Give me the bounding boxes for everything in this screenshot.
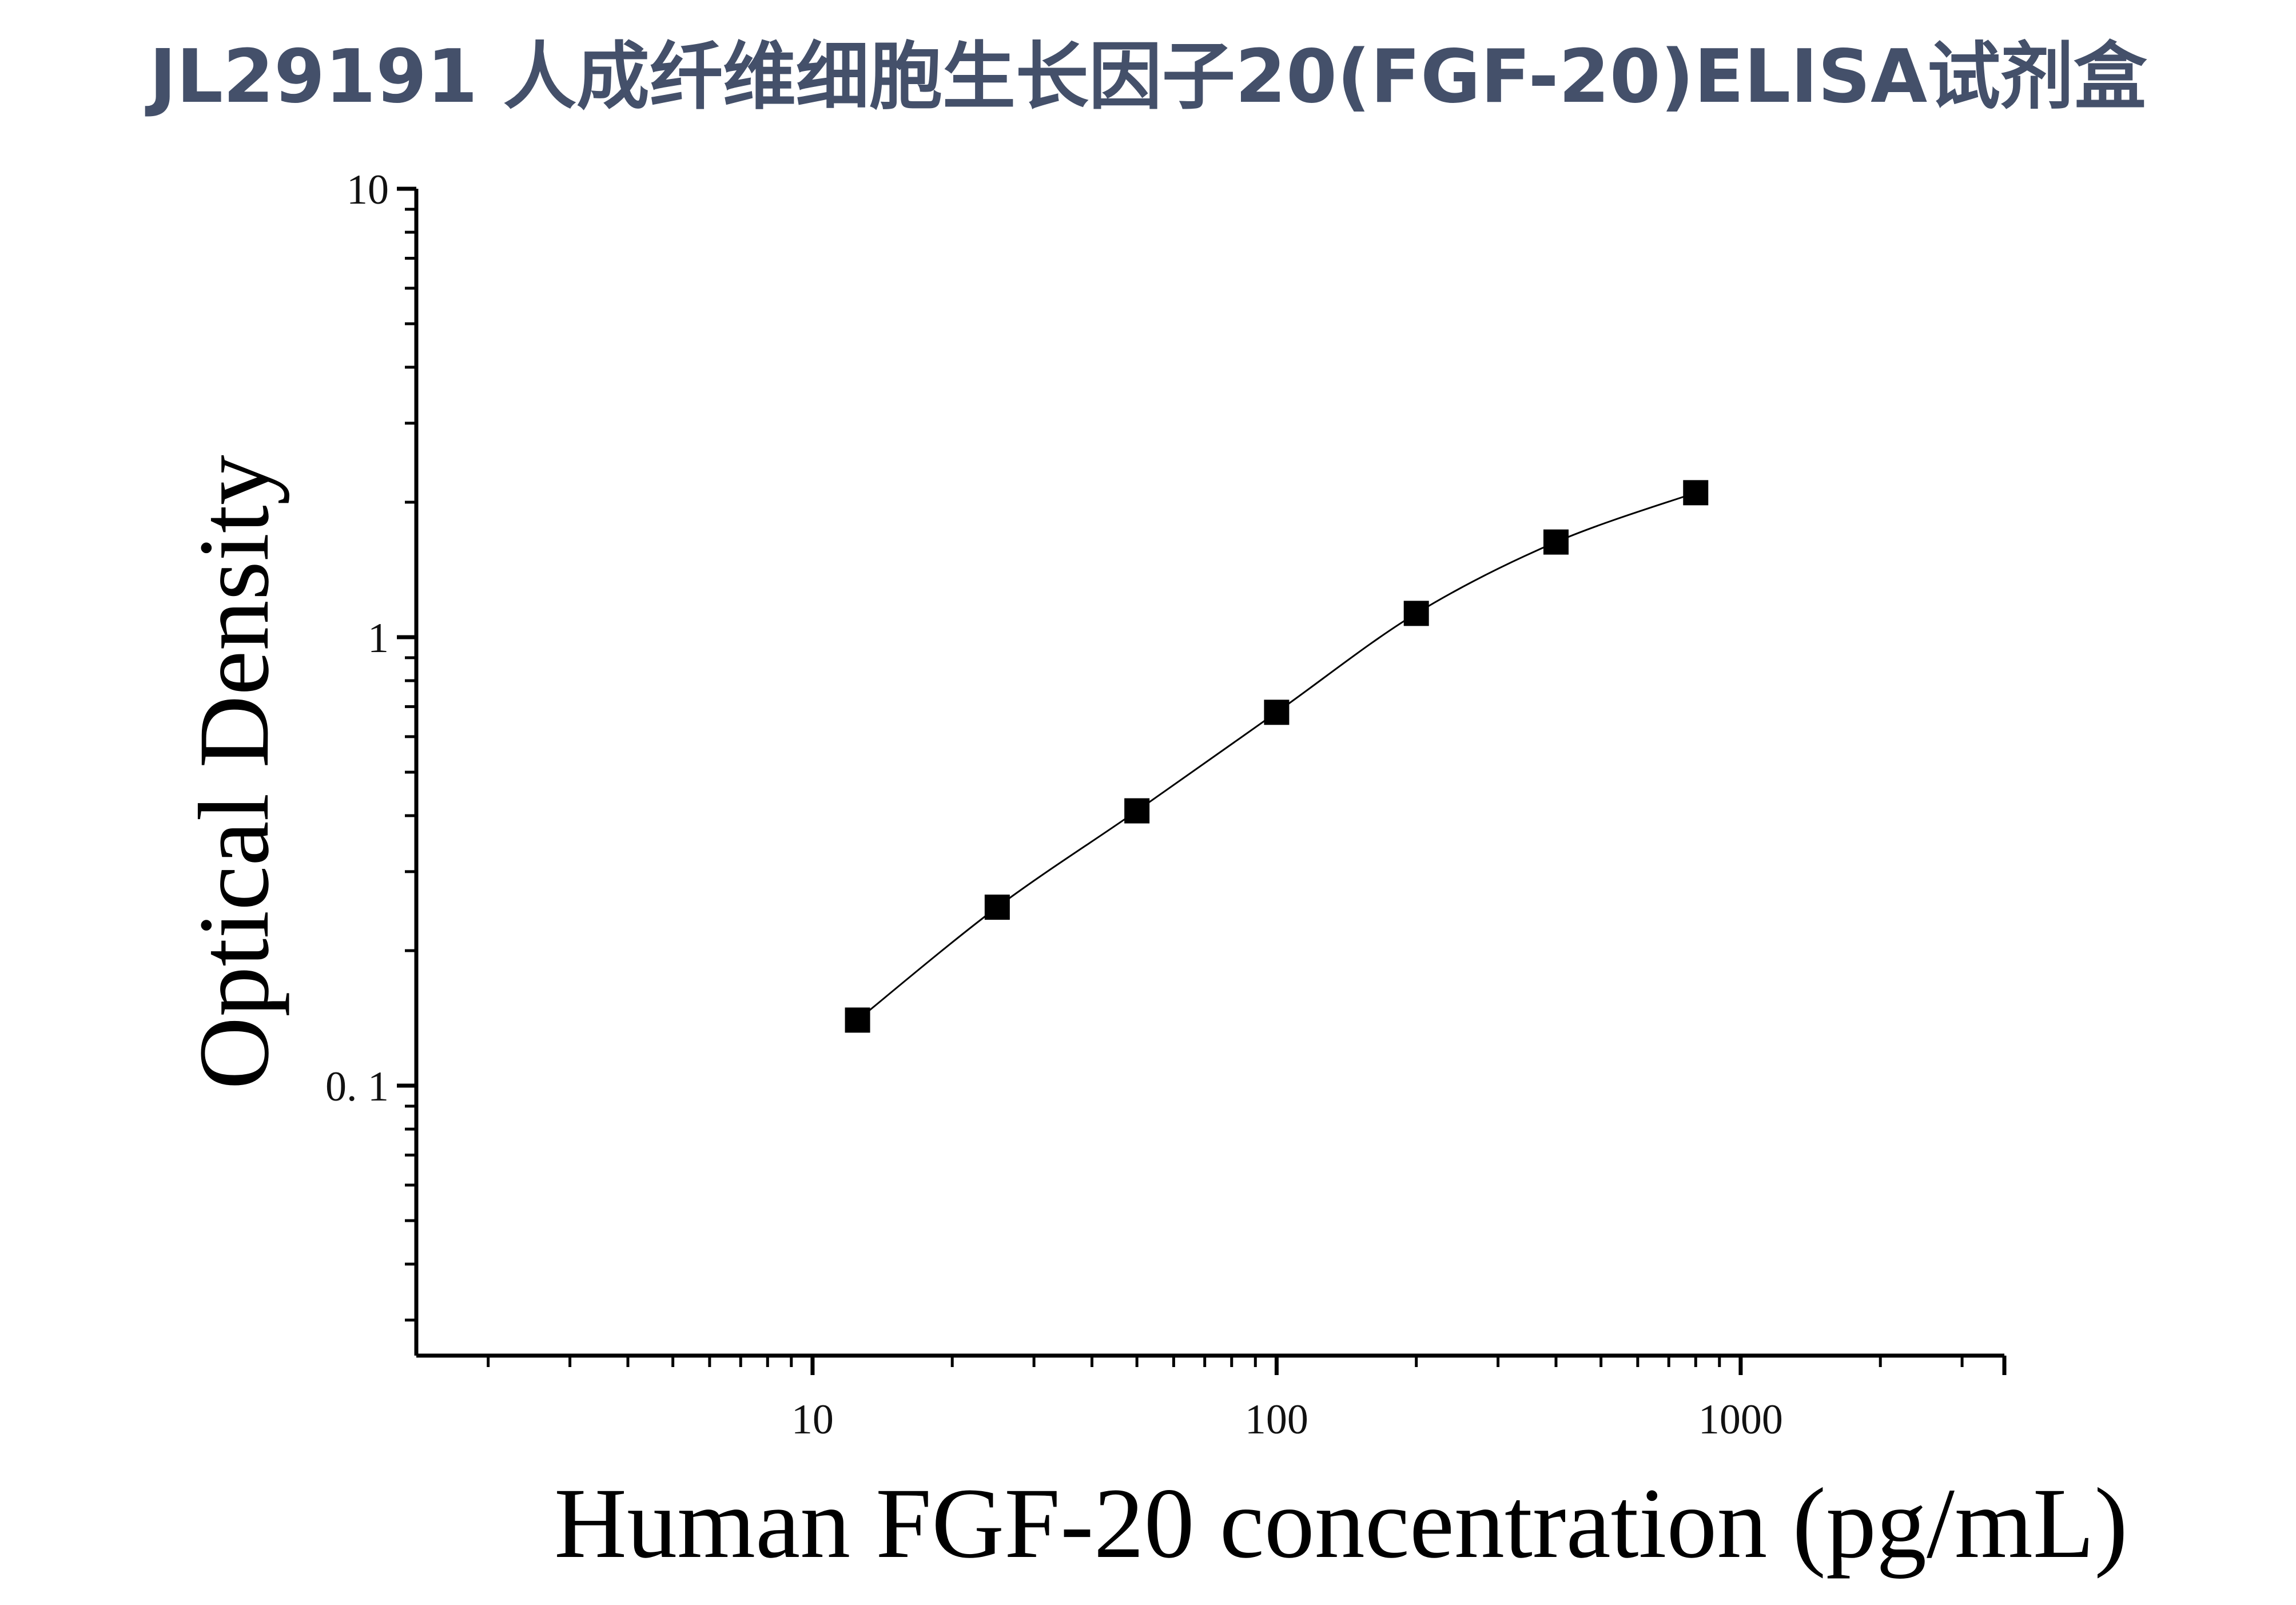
data-point: [1124, 798, 1150, 824]
y-tick-label: 1: [368, 615, 389, 662]
data-point: [984, 895, 1010, 920]
data-point: [1683, 480, 1709, 506]
axes: 0. 1 1 10 10 100 1000: [325, 166, 2007, 1443]
x-tick-label: 10: [791, 1396, 834, 1443]
fit-curve-layer: [857, 491, 1696, 1021]
data-point: [1543, 529, 1569, 555]
page-title: JL29191 人成纤维细胞生长因子20(FGF-20)ELISA试剂盒: [149, 34, 2147, 120]
fit-curve: [857, 491, 1696, 1021]
x-tick-label: 100: [1245, 1396, 1308, 1443]
x-axis-title: Human FGF-20 concentration (pg/mL): [554, 1468, 2128, 1579]
y-tick-label: 10: [347, 166, 389, 213]
y-axis-title: Optical Density: [178, 455, 290, 1090]
y-tick-label: 0. 1: [325, 1063, 389, 1110]
data-point: [845, 1007, 870, 1033]
data-point: [1264, 700, 1290, 725]
data-point: [1403, 601, 1429, 626]
x-tick-label: 1000: [1698, 1396, 1783, 1443]
data-points-layer: [845, 480, 1709, 1033]
